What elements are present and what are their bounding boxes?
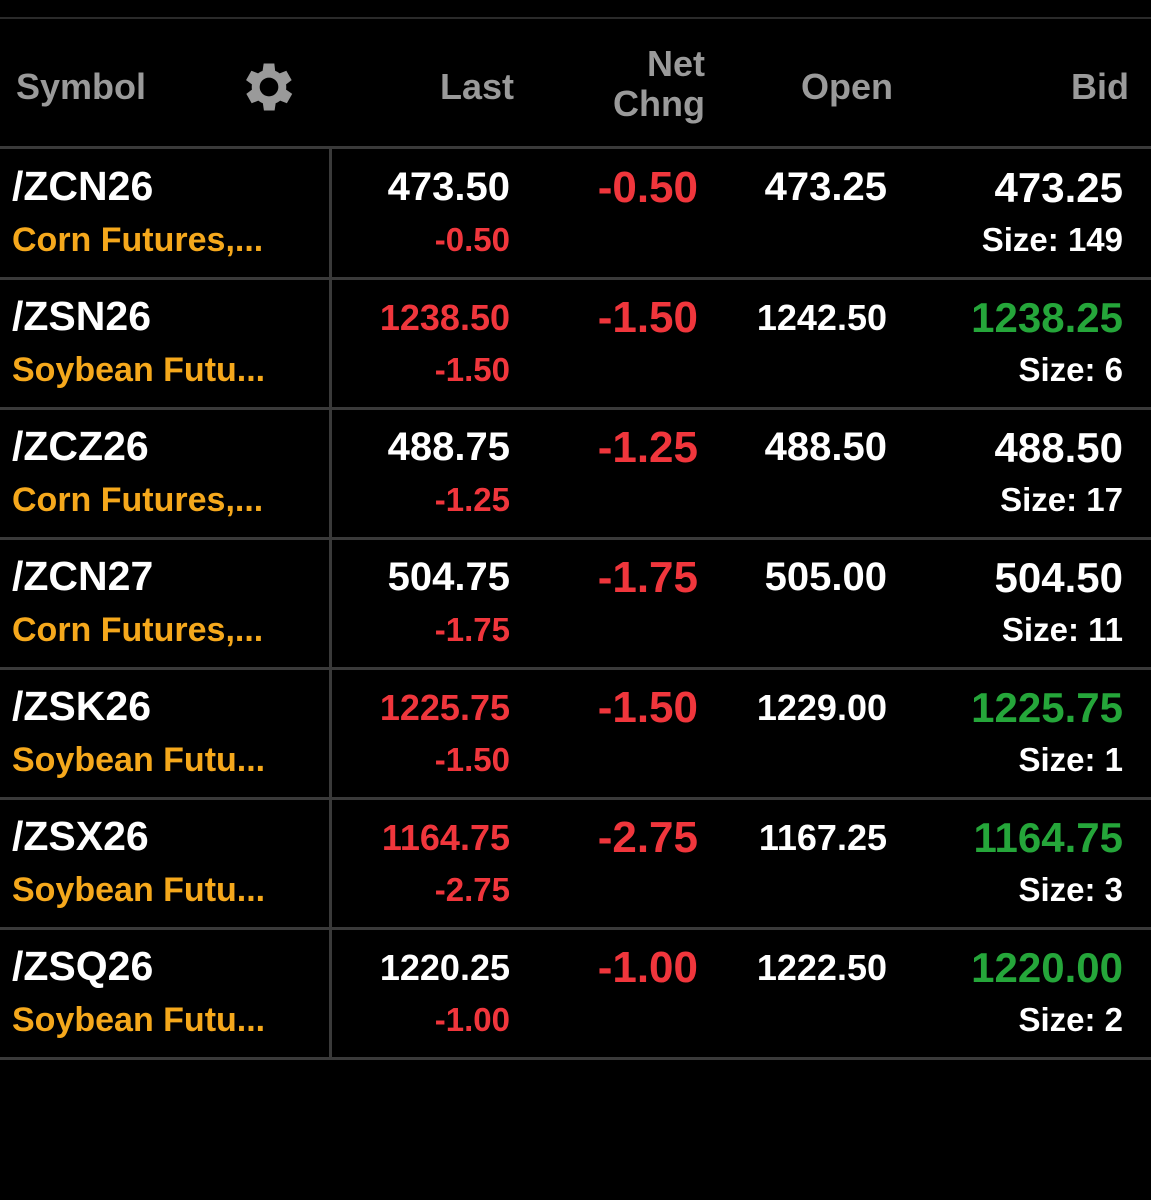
last-change: -1.25 bbox=[434, 481, 510, 518]
column-divider bbox=[329, 669, 332, 797]
last-header[interactable]: Last bbox=[439, 66, 514, 107]
open-price: 488.50 bbox=[764, 425, 887, 469]
last-price: 473.50 bbox=[387, 165, 510, 209]
bid-size: Size: 17 bbox=[1000, 481, 1123, 518]
description: Soybean Futu... bbox=[12, 741, 266, 779]
open-price: 1242.50 bbox=[756, 297, 887, 338]
bid-size: Size: 11 bbox=[1001, 611, 1123, 648]
bid-price: 488.50 bbox=[994, 424, 1123, 471]
last-change: -1.00 bbox=[434, 1001, 510, 1038]
quote-row[interactable]: /ZSX26 Soybean Futu... 1164.75 -2.75 -2.75 11… bbox=[0, 799, 1151, 930]
open-price: 1222.50 bbox=[756, 947, 887, 988]
bid-price: 504.50 bbox=[994, 554, 1123, 601]
description: Soybean Futu... bbox=[12, 871, 266, 909]
last-change: -2.75 bbox=[434, 871, 510, 908]
last-change: -1.75 bbox=[434, 611, 510, 648]
open-header[interactable]: Open bbox=[800, 66, 893, 107]
bid-size: Size: 2 bbox=[1018, 1001, 1123, 1038]
last-price: 488.75 bbox=[387, 425, 510, 469]
bid-price: 1164.75 bbox=[973, 814, 1123, 861]
description: Corn Futures,... bbox=[12, 221, 264, 259]
description: Soybean Futu... bbox=[12, 351, 266, 389]
last-price: 1220.25 bbox=[379, 947, 510, 988]
symbol: /ZSQ26 bbox=[12, 943, 154, 989]
last-change: -0.50 bbox=[434, 221, 510, 258]
symbol: /ZSX26 bbox=[12, 813, 149, 859]
bid-price: 1225.75 bbox=[971, 684, 1123, 731]
column-divider bbox=[329, 409, 332, 537]
net-change: -1.25 bbox=[597, 423, 698, 472]
open-price: 1229.00 bbox=[756, 687, 887, 728]
settings-gear[interactable] bbox=[237, 55, 301, 119]
quote-row[interactable]: /ZSN26 Soybean Futu... 1238.50 -1.50 -1.50 12… bbox=[0, 279, 1151, 410]
last-change: -1.50 bbox=[434, 741, 510, 778]
bid-size: Size: 149 bbox=[981, 221, 1123, 258]
net-change: -1.00 bbox=[597, 943, 698, 992]
last-price: 1164.75 bbox=[381, 817, 510, 858]
net-change: -1.50 bbox=[597, 293, 698, 342]
column-divider bbox=[329, 799, 332, 927]
description: Corn Futures,... bbox=[12, 481, 264, 519]
last-price: 1238.50 bbox=[379, 297, 510, 338]
last-change: -1.50 bbox=[434, 351, 510, 388]
column-divider bbox=[329, 149, 332, 277]
column-divider bbox=[329, 539, 332, 667]
quote-row[interactable]: /ZCN26 Corn Futures,... 473.50 -0.50 -0.50 47… bbox=[0, 149, 1151, 280]
symbol: /ZSN26 bbox=[12, 293, 151, 339]
bid-size: Size: 1 bbox=[1018, 741, 1123, 778]
net-change: -1.75 bbox=[597, 553, 698, 602]
bid-price: 473.25 bbox=[994, 164, 1123, 211]
bid-size: Size: 6 bbox=[1018, 351, 1123, 388]
quote-row[interactable]: /ZSQ26 Soybean Futu... 1220.25 -1.00 -1.00 12… bbox=[0, 929, 1151, 1060]
description: Corn Futures,... bbox=[12, 611, 264, 649]
quote-row[interactable]: /ZCZ26 Corn Futures,... 488.75 -1.25 -1.25 48… bbox=[0, 409, 1151, 540]
header-divider bbox=[0, 146, 1151, 149]
open-price: 1167.25 bbox=[758, 817, 887, 858]
symbol-header[interactable]: Symbol bbox=[16, 66, 147, 107]
column-divider bbox=[329, 279, 332, 407]
last-price: 1225.75 bbox=[379, 687, 510, 728]
top-divider bbox=[0, 17, 1151, 19]
last-price: 504.75 bbox=[387, 555, 510, 599]
open-price: 473.25 bbox=[764, 165, 887, 209]
net-change: -0.50 bbox=[597, 163, 698, 212]
quote-row[interactable]: /ZSK26 Soybean Futu... 1225.75 -1.50 -1.50 12… bbox=[0, 669, 1151, 800]
quote-row[interactable]: /ZCN27 Corn Futures,... 504.75 -1.75 -1.75 50… bbox=[0, 539, 1151, 670]
net-change-header[interactable]: Net Chng bbox=[613, 43, 705, 124]
column-divider bbox=[329, 929, 332, 1057]
symbol: /ZCN27 bbox=[12, 553, 154, 599]
bid-price: 1238.25 bbox=[971, 294, 1123, 341]
net-change: -2.75 bbox=[597, 813, 698, 862]
bid-size: Size: 3 bbox=[1018, 871, 1123, 908]
symbol: /ZCN26 bbox=[12, 163, 154, 209]
net-change: -1.50 bbox=[597, 683, 698, 732]
open-price: 505.00 bbox=[764, 555, 887, 599]
description: Soybean Futu... bbox=[12, 1001, 266, 1039]
bid-header[interactable]: Bid bbox=[1071, 66, 1129, 107]
symbol: /ZSK26 bbox=[12, 683, 151, 729]
bid-price: 1220.00 bbox=[971, 944, 1123, 991]
symbol: /ZCZ26 bbox=[12, 423, 149, 469]
